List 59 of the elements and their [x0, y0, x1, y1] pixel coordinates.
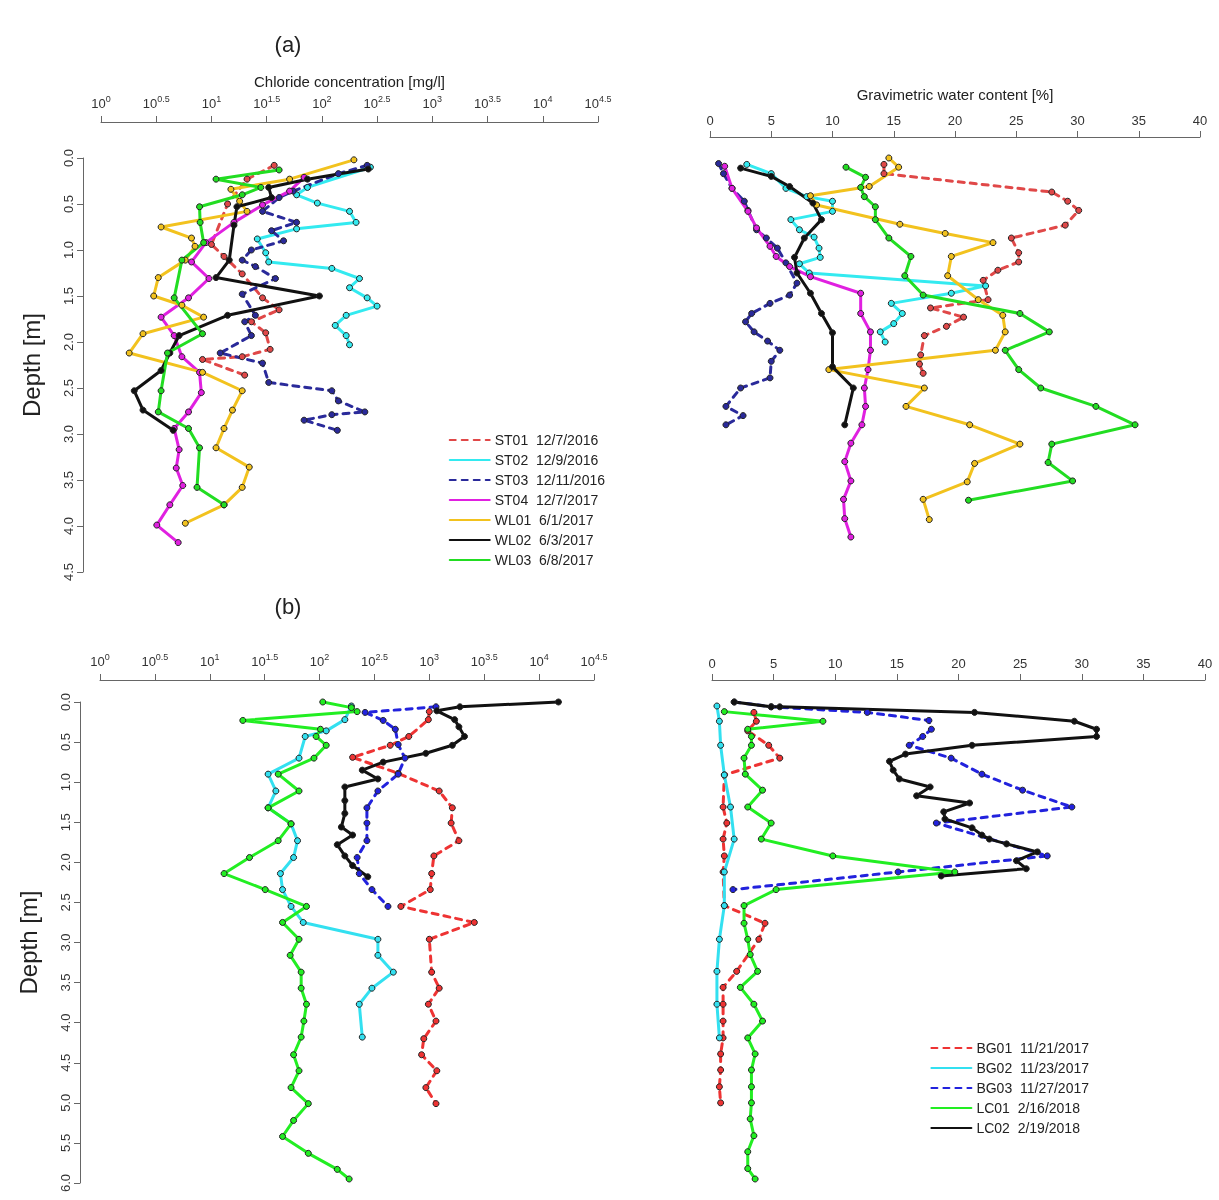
y-tick-label: 3.0: [61, 424, 76, 444]
y-tick-label: 0.5: [61, 194, 76, 214]
y-tick-label: 4.5: [58, 1053, 73, 1072]
x-tick-label: 20: [947, 113, 963, 128]
x-tick-label: 5: [767, 113, 775, 128]
y-tick-label: 0.5: [58, 733, 73, 752]
x-tick-label: 40: [1192, 113, 1208, 128]
legend-label: ST03 12/11/2016: [494, 472, 606, 488]
legend-label: WL03 6/8/2017: [494, 552, 594, 568]
y-axis-title: Depth [m]: [17, 312, 45, 418]
legend-label: BG03 11/27/2017: [976, 1080, 1090, 1096]
x-tick-label: 10: [828, 656, 843, 671]
y-tick-label: 4.0: [58, 1013, 73, 1032]
y-tick-label: 6.0: [58, 1173, 73, 1193]
x-tick-label: 10: [825, 113, 840, 128]
y-tick-label: 0.0: [61, 148, 76, 168]
legend-label: BG01 11/21/2017: [976, 1040, 1090, 1056]
y-tick-label: 2.0: [61, 332, 76, 352]
x-tick-label: 30: [1070, 113, 1085, 128]
x-tick-label: 5: [770, 656, 778, 671]
y-tick-label: 3.5: [58, 973, 73, 992]
x-tick-label: 35: [1136, 656, 1151, 671]
legend-label: LC01 2/16/2018: [976, 1100, 1081, 1116]
y-tick-label: 4.5: [61, 562, 76, 582]
x-tick-label: 20: [951, 656, 966, 671]
y-tick-label: 1.0: [58, 773, 73, 792]
legend-label: ST01 12/7/2016: [494, 432, 599, 448]
x-tick-label: 25: [1012, 656, 1028, 671]
y-tick-label: 1.0: [61, 240, 76, 260]
legend-label: WL02 6/3/2017: [494, 532, 594, 548]
y-tick-label: 3.0: [58, 933, 73, 952]
legend-label: ST04 12/7/2017: [494, 492, 599, 508]
x-tick-label: 15: [889, 656, 905, 671]
x-tick-label: 15: [886, 113, 901, 128]
y-tick-label: 3.5: [61, 470, 76, 490]
legend-label: BG02 11/23/2017: [976, 1060, 1090, 1076]
legend-label: WL01 6/1/2017: [494, 512, 594, 528]
chart-title: (b): [274, 593, 302, 619]
x-tick-label: 25: [1009, 113, 1024, 128]
x-tick-label: 0: [706, 113, 714, 128]
x-tick-label: 30: [1074, 656, 1089, 671]
x-axis-title: Chloride concentration [mg/l]: [254, 73, 445, 91]
legend-label: ST02 12/9/2016: [494, 452, 599, 468]
chart-title: (a): [274, 31, 302, 57]
y-tick-label: 2.5: [58, 893, 73, 912]
x-tick-label: 35: [1131, 113, 1146, 128]
y-tick-label: 1.5: [58, 813, 73, 832]
y-tick-label: 5.5: [58, 1133, 73, 1152]
y-tick-label: 4.0: [61, 516, 76, 536]
y-tick-label: 2.0: [58, 853, 73, 872]
y-tick-label: 2.5: [61, 378, 76, 398]
y-axis-title: Depth [m]: [14, 890, 42, 995]
y-tick-label: 1.5: [61, 286, 76, 306]
y-tick-label: 0.0: [58, 692, 73, 712]
x-tick-label: 0: [708, 656, 716, 671]
x-axis-title: Gravimetric water content [%]: [856, 86, 1054, 103]
x-tick-label: 40: [1197, 656, 1213, 671]
y-tick-label: 5.0: [58, 1093, 73, 1112]
legend-label: LC02 2/19/2018: [976, 1120, 1081, 1136]
